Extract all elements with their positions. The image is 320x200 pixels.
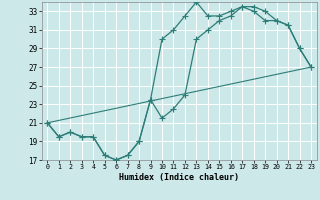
X-axis label: Humidex (Indice chaleur): Humidex (Indice chaleur) (119, 173, 239, 182)
